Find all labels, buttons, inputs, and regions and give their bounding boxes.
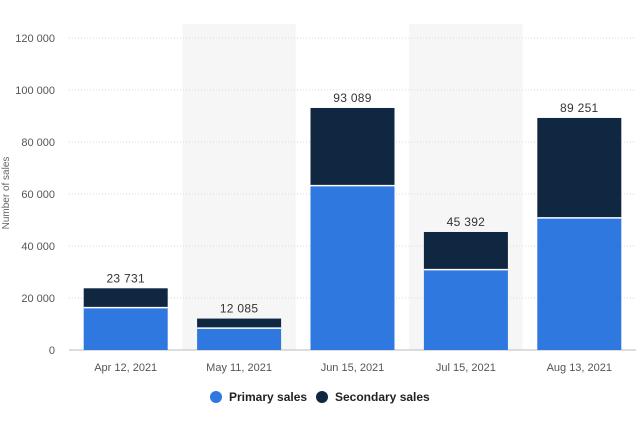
y-tick-label: 80 000 bbox=[21, 137, 55, 149]
y-tick-label: 60 000 bbox=[21, 189, 55, 201]
legend-swatch bbox=[210, 391, 222, 403]
y-tick-label: 20 000 bbox=[21, 293, 55, 305]
x-axis-ticks: Apr 12, 2021 May 11, 2021 Jun 15, 2021 Jul … bbox=[94, 362, 612, 374]
bar-secondary-sales[interactable] bbox=[310, 107, 395, 186]
y-tick-label: 40 000 bbox=[21, 241, 55, 253]
y-axis-title: Number of sales bbox=[1, 157, 12, 230]
x-tick-label: Apr 12, 2021 bbox=[94, 362, 157, 374]
category-band bbox=[182, 24, 296, 350]
bar-primary-sales[interactable] bbox=[83, 307, 168, 350]
legend-label: Secondary sales bbox=[335, 390, 430, 404]
bar-secondary-sales[interactable] bbox=[423, 231, 508, 270]
total-label: 45 392 bbox=[447, 215, 486, 229]
y-tick-label: 0 bbox=[49, 345, 55, 357]
x-tick-label: Jul 15, 2021 bbox=[436, 362, 496, 374]
legend[interactable]: Primary sales Secondary sales bbox=[210, 390, 430, 404]
legend-item-secondary-sales[interactable]: Secondary sales bbox=[316, 390, 430, 404]
total-label: 93 089 bbox=[333, 91, 372, 105]
bar-primary-sales[interactable] bbox=[537, 217, 622, 350]
legend-label: Primary sales bbox=[229, 390, 307, 404]
legend-item-primary-sales[interactable]: Primary sales bbox=[210, 390, 307, 404]
legend-swatch bbox=[316, 391, 328, 403]
total-label: 89 251 bbox=[560, 101, 599, 115]
total-label: 12 085 bbox=[220, 302, 259, 316]
bar-primary-sales[interactable] bbox=[310, 185, 395, 350]
y-tick-label: 100 000 bbox=[15, 85, 55, 97]
y-tick-label: 120 000 bbox=[15, 33, 55, 45]
x-tick-label: Aug 13, 2021 bbox=[547, 362, 612, 374]
bar-secondary-sales[interactable] bbox=[83, 288, 168, 308]
bar-secondary-sales[interactable] bbox=[537, 117, 622, 218]
y-axis-ticks: 0 20 000 40 000 60 000 80 000 100 000 120 000 bbox=[15, 33, 55, 357]
bars bbox=[83, 107, 622, 350]
bar-primary-sales[interactable] bbox=[423, 269, 508, 350]
x-tick-label: Jun 15, 2021 bbox=[321, 362, 385, 374]
bar-secondary-sales[interactable] bbox=[197, 318, 282, 329]
bar-primary-sales[interactable] bbox=[197, 328, 282, 350]
total-label: 23 731 bbox=[106, 271, 145, 285]
alternating-bands bbox=[182, 24, 523, 350]
total-labels: 23 731 12 085 93 089 45 392 89 251 bbox=[106, 91, 598, 316]
x-tick-label: May 11, 2021 bbox=[206, 362, 272, 374]
